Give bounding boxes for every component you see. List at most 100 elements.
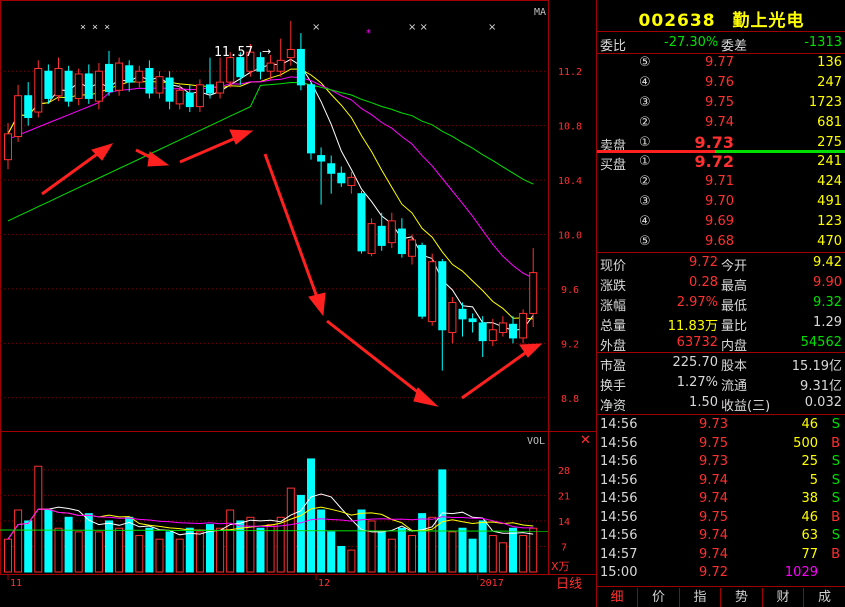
volume-bar	[307, 458, 315, 573]
weibi-row: 委比 -27.30% 委差 -1313	[600, 35, 842, 54]
arrow-up-2-head	[229, 129, 254, 145]
price-axis-label: 10.4	[558, 176, 582, 187]
tab-2[interactable]: 指	[680, 588, 721, 607]
chart-markers: × × ×	[80, 22, 110, 33]
volume-bar	[498, 542, 507, 573]
candle-body	[448, 302, 457, 333]
buy-order-row: ⑤ 9.68 470	[639, 234, 842, 249]
high-marker: 11.57	[214, 45, 253, 60]
price-grid: 11.2 10.8 10.4 10.0 9.6 9.2 8.8	[0, 67, 582, 405]
candle-body	[317, 155, 326, 162]
ma20-line	[7, 76, 534, 279]
tab-4[interactable]: 财	[763, 588, 804, 607]
candle-body	[529, 272, 538, 314]
candle-body	[488, 329, 497, 342]
volume-bar	[185, 527, 194, 573]
volume-bar	[105, 520, 113, 573]
volume-bar	[327, 531, 336, 573]
volume-bar	[519, 535, 528, 573]
volume-bar	[24, 520, 33, 573]
candle-body	[337, 172, 346, 184]
trade-row: 14:56 9.75 500 B	[600, 435, 840, 451]
tab-5[interactable]: 成	[805, 588, 845, 607]
quote-panel: 002638 勤上光电 委比 -27.30% 委差 -1313 ⑤ 9.77 136…	[596, 0, 845, 607]
candle-body	[24, 95, 33, 118]
price-axis-label: 8.8	[561, 394, 579, 405]
candle-body	[307, 84, 315, 154]
kline-chart[interactable]: 11.2 10.8 10.4 10.0 9.6 9.2 8.8 28 21 14 7 × × × …	[0, 0, 596, 607]
candle-body	[105, 63, 113, 93]
candle-body	[387, 220, 396, 244]
volume-bar	[397, 527, 406, 573]
vol-axis-label: 21	[558, 491, 570, 502]
candle-body	[458, 308, 467, 320]
arrow-down-1-head	[308, 292, 326, 317]
panel-tabs: 细价指势财成	[597, 588, 845, 607]
sell-order-row: ⑤ 9.77 136	[639, 55, 842, 70]
candle-body	[185, 92, 194, 108]
marker-star: *	[366, 28, 371, 39]
volume-bar	[64, 516, 73, 573]
price-axis-label: 10.8	[558, 122, 582, 133]
volume-bar	[94, 531, 103, 573]
trade-row: 14:56 9.73 46 S	[600, 417, 840, 432]
trend-arrows	[41, 129, 543, 407]
candle-body	[74, 73, 83, 99]
volume-bar	[44, 509, 53, 573]
candle-body	[428, 261, 437, 323]
tab-0[interactable]: 细	[597, 588, 638, 607]
volume-bar	[14, 509, 23, 573]
candle-body	[438, 261, 447, 331]
arrow-up-1	[41, 150, 101, 196]
marker-x: ×	[312, 22, 320, 33]
volume-bar	[165, 531, 174, 573]
candle-body	[115, 62, 124, 91]
quote-row: 涨幅 2.97% 最低 9.32	[600, 295, 842, 314]
candle-body	[84, 73, 93, 99]
candle-body	[418, 244, 427, 317]
volume-bar	[115, 527, 124, 573]
candle-body	[125, 65, 134, 83]
candle-body	[397, 228, 406, 255]
candle-body	[357, 193, 366, 252]
volume-bar	[266, 524, 275, 573]
kline-chart-area[interactable]: 11.2 10.8 10.4 10.0 9.6 9.2 8.8 28 21 14 7 × × × …	[0, 0, 596, 607]
candle-body	[256, 57, 265, 72]
volume-bar	[175, 538, 184, 573]
candle-body	[135, 70, 144, 83]
volume-bar	[529, 527, 538, 573]
volume-bar	[488, 535, 497, 573]
arrow-up-3	[461, 349, 529, 400]
arrow-right-1-head	[147, 151, 170, 167]
tab-3[interactable]: 势	[722, 588, 763, 607]
volume-bar	[458, 527, 467, 573]
quote-row: 涨跌 0.28 最高 9.90	[600, 275, 842, 294]
trade-row: 14:57 9.74 77 B	[600, 546, 840, 562]
candle-body	[509, 323, 517, 339]
volume-bars	[4, 458, 538, 573]
volume-bar	[509, 527, 517, 573]
candlesticks	[4, 20, 538, 371]
ma-label: MA	[534, 7, 546, 18]
x-axis-label: 11	[10, 578, 22, 589]
volume-bar	[236, 520, 245, 573]
candle-body	[347, 176, 356, 187]
volume-bar	[337, 545, 346, 573]
marker-x3: ×	[488, 22, 496, 33]
arrow-up-2	[179, 135, 239, 164]
x-axis-labels: 11 12 2017	[7, 575, 504, 589]
volume-bar	[408, 535, 416, 573]
x-axis-label: 2017	[480, 578, 504, 589]
volume-bar	[347, 549, 356, 573]
candle-body	[155, 76, 164, 94]
candle-body	[4, 133, 12, 161]
tab-1[interactable]: 价	[639, 588, 680, 607]
stock-title: 002638 勤上光电	[597, 6, 845, 31]
candle-body	[236, 57, 245, 78]
close-icon[interactable]: ✕	[580, 433, 591, 448]
volume-bar	[428, 516, 437, 573]
vol-unit-label: X万	[551, 560, 570, 573]
candle-body	[195, 84, 204, 108]
stock-code: 002638	[638, 11, 716, 31]
period-label[interactable]: 日线	[556, 577, 582, 592]
